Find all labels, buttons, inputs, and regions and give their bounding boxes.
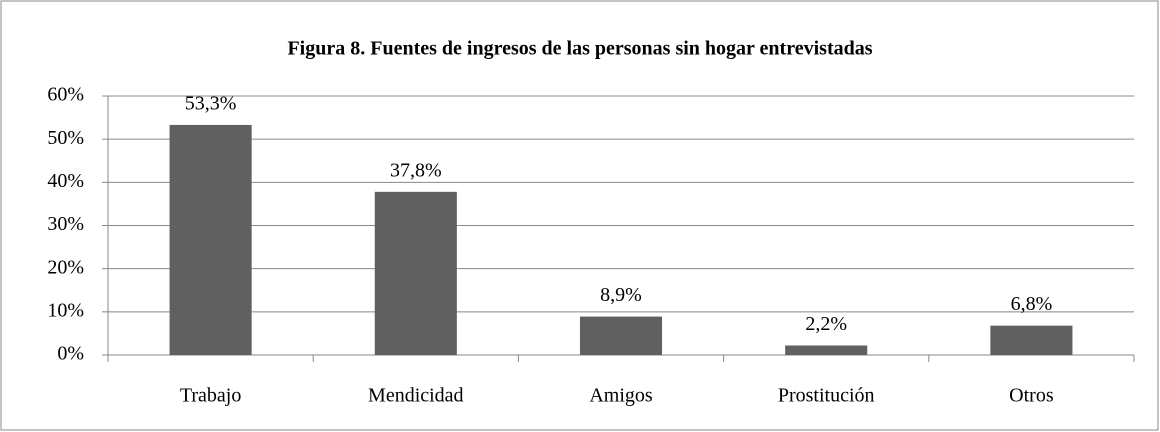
- value-label: 2,2%: [805, 313, 847, 335]
- bar: [169, 124, 252, 356]
- y-tick-label: 50%: [47, 127, 84, 149]
- value-label: 37,8%: [390, 159, 442, 181]
- y-tick-label: 30%: [47, 213, 84, 235]
- y-tick-label: 40%: [47, 170, 84, 192]
- x-tick-label: Otros: [1009, 385, 1054, 407]
- y-tick-label: 60%: [47, 84, 84, 106]
- x-tick-label: Prostitución: [778, 385, 875, 407]
- y-tick-label: 10%: [47, 299, 84, 321]
- x-tick-label: Amigos: [589, 385, 653, 407]
- x-tick-label: Mendicidad: [368, 385, 464, 407]
- chart-title: Figura 8. Fuentes de ingresos de las per…: [287, 38, 872, 60]
- bar: [374, 191, 457, 355]
- bar: [579, 316, 663, 355]
- value-label: 6,8%: [1011, 293, 1053, 315]
- value-label: 8,9%: [600, 284, 642, 306]
- bar: [785, 345, 868, 355]
- value-label: 53,3%: [185, 93, 237, 115]
- bar: [990, 325, 1073, 355]
- y-tick-label: 20%: [47, 256, 84, 278]
- x-tick-label: Trabajo: [180, 385, 241, 407]
- y-tick-label: 0%: [57, 343, 84, 365]
